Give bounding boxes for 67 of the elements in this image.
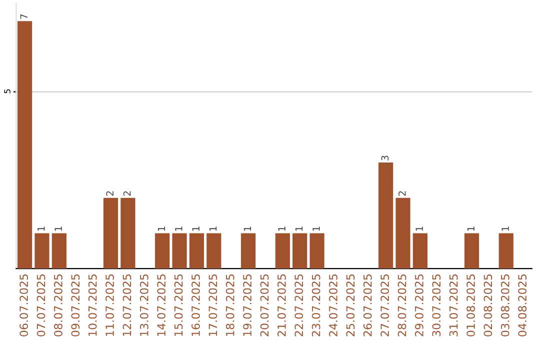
x-tick-label: 10.07.2025 — [88, 274, 97, 336]
bar — [498, 233, 514, 269]
data-label: 1 — [278, 226, 286, 231]
x-tick-label: 29.07.2025 — [414, 274, 424, 336]
x-tick-label: 19.07.2025 — [243, 274, 252, 336]
x-tick-label: 23.07.2025 — [312, 274, 320, 336]
x-tick-label: 22.07.2025 — [294, 274, 304, 336]
bar — [275, 233, 290, 269]
bar — [155, 233, 170, 269]
x-tick-label: 11.07.2025 — [106, 274, 114, 336]
bar — [240, 233, 256, 269]
x-tick-label: 13.07.2025 — [140, 274, 148, 336]
x-tick-label: 07.07.2025 — [36, 274, 46, 336]
data-label: 1 — [467, 226, 474, 231]
data-label: 7 — [20, 14, 28, 19]
bar — [206, 233, 222, 269]
x-tick-label: 31.07.2025 — [449, 274, 458, 336]
data-label: 1 — [244, 226, 251, 231]
bar — [412, 233, 428, 269]
x-tick-label: 06.07.2025 — [20, 274, 28, 336]
x-tick-label: 16.07.2025 — [192, 274, 200, 336]
x-tick-label: 20.07.2025 — [260, 274, 269, 336]
data-label: 3 — [381, 156, 389, 160]
x-tick-label: 08.07.2025 — [54, 274, 62, 336]
bar — [120, 198, 136, 269]
x-tick-label: 09.07.2025 — [71, 274, 80, 336]
bar — [396, 198, 410, 269]
x-tick-label: 15.07.2025 — [174, 274, 183, 336]
bar — [52, 233, 66, 269]
bar — [378, 162, 394, 269]
y-tick-label: 5 — [4, 89, 10, 94]
data-label: 2 — [398, 191, 406, 196]
data-label: 1 — [209, 226, 217, 231]
x-tick-label: 26.07.2025 — [363, 274, 372, 336]
x-tick-label: 14.07.2025 — [157, 274, 166, 336]
x-tick-label: 27.07.2025 — [380, 274, 390, 336]
data-label: 1 — [416, 226, 423, 231]
bar — [34, 233, 50, 269]
data-label: 1 — [502, 226, 509, 231]
data-label: 1 — [158, 226, 165, 231]
data-label: 1 — [295, 226, 303, 231]
bar — [172, 233, 187, 269]
data-label: 1 — [175, 226, 182, 231]
data-label: 2 — [123, 191, 131, 196]
bar — [189, 233, 204, 269]
x-tick-label: 21.07.2025 — [277, 274, 286, 336]
data-label: 1 — [54, 226, 62, 231]
bar — [292, 233, 308, 269]
data-label: 1 — [38, 226, 45, 231]
bar — [464, 233, 480, 269]
x-tick-label: 25.07.2025 — [346, 274, 355, 336]
x-tick-label: 04.08.2025 — [518, 274, 527, 336]
bar — [310, 233, 324, 269]
x-tick-label: 01.08.2025 — [466, 274, 475, 336]
x-tick-label: 17.07.2025 — [208, 274, 218, 336]
data-label: 1 — [312, 226, 320, 231]
data-label: 2 — [106, 191, 114, 196]
bar — [103, 198, 118, 269]
x-tick-label: 24.07.2025 — [329, 274, 338, 336]
data-label: 1 — [192, 226, 200, 231]
x-tick-label: 02.08.2025 — [484, 274, 492, 336]
x-tick-label: 30.07.2025 — [432, 274, 441, 336]
bar — [17, 21, 32, 269]
x-tick-label: 12.07.2025 — [122, 274, 132, 336]
x-tick-label: 18.07.2025 — [226, 274, 234, 336]
x-tick-label: 03.08.2025 — [500, 274, 510, 336]
x-tick-label: 28.07.2025 — [398, 274, 406, 336]
